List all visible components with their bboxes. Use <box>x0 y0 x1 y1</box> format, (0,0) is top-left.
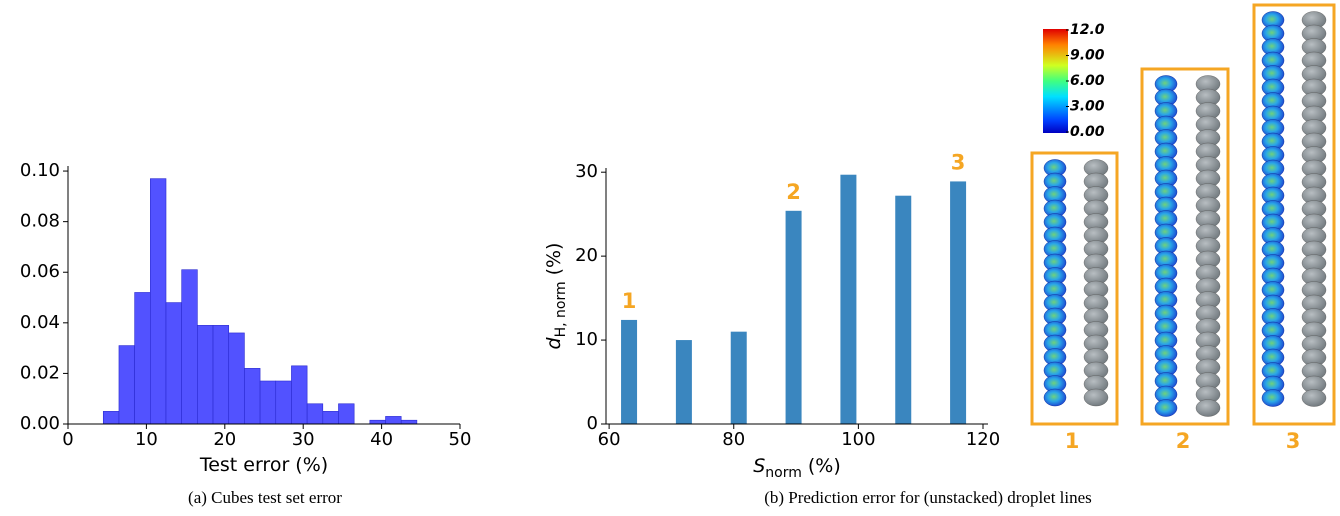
histogram-bar <box>103 411 119 424</box>
histogram-bar <box>291 366 307 424</box>
droplet-grey <box>1196 400 1220 417</box>
histogram-bar <box>135 292 151 424</box>
panel-label: 2 <box>1176 429 1191 453</box>
x-tick-label: 100 <box>841 429 875 450</box>
histogram-bar <box>260 381 276 424</box>
colorbar-tick-label: 12.0 <box>1070 22 1105 38</box>
unit: (%) <box>543 243 565 276</box>
y-tick-label: 0.08 <box>20 211 60 232</box>
colorbar-tick-label: 3.00 <box>1070 99 1105 115</box>
annotation: 1 <box>622 289 637 313</box>
unit: (%) <box>808 455 841 477</box>
histogram-bar <box>338 404 354 424</box>
symbol: S <box>753 455 765 477</box>
x-tick-label: 60 <box>598 429 621 450</box>
histogram-bar <box>213 325 229 424</box>
y-tick-label: 0.02 <box>20 362 60 383</box>
bar <box>621 320 637 424</box>
droplet-grey <box>1084 389 1108 406</box>
x-tick-label: 30 <box>292 429 315 450</box>
y-tick-label: 30 <box>575 161 598 182</box>
symbol: d <box>543 336 565 349</box>
colorbar <box>1043 29 1068 133</box>
droplet <box>1262 390 1284 407</box>
colorbar-tick-label: 0.00 <box>1070 124 1105 140</box>
x-tick-label: 20 <box>213 429 236 450</box>
axis-label: Snorm (%) <box>753 455 841 481</box>
annotation: 2 <box>786 180 801 204</box>
droplet-grey <box>1302 390 1326 407</box>
histogram-bar <box>370 420 386 424</box>
histogram-bar <box>150 179 166 424</box>
bar <box>840 175 856 424</box>
x-tick-label: 50 <box>449 429 472 450</box>
x-tick-label: 0 <box>62 429 73 450</box>
subscript: norm <box>765 465 802 481</box>
subscript: H, norm <box>553 281 569 337</box>
droplet-renders: 12.0 9.00 6.00 3.00 0.00 1 2 3 <box>1032 5 1334 453</box>
x-axis-label: Test error (%) <box>199 454 328 476</box>
histogram-bar <box>229 333 245 424</box>
colorbar-tick-label: 6.00 <box>1070 73 1105 89</box>
bar <box>731 332 747 424</box>
histogram-bar <box>197 325 213 424</box>
axis-label: dH, norm (%) <box>543 243 569 350</box>
histogram-bar <box>119 346 135 424</box>
histogram-bar <box>244 368 260 424</box>
x-tick-label: 40 <box>370 429 393 450</box>
y-tick-label: 0.10 <box>20 160 60 181</box>
histogram-bar <box>182 270 198 424</box>
y-tick-label: 0 <box>587 413 598 434</box>
histogram-bar <box>386 416 402 424</box>
caption: (b) Prediction error for (unstacked) dro… <box>764 488 1092 507</box>
y-tick-label: 20 <box>575 245 598 266</box>
bar <box>895 196 911 424</box>
bar <box>786 211 802 424</box>
y-tick-label: 0.06 <box>20 261 60 282</box>
y-tick-label: 10 <box>575 329 598 350</box>
histogram-bar <box>323 411 339 424</box>
droplet <box>1044 389 1066 406</box>
panel-label: 3 <box>1286 429 1301 453</box>
caption: (a) Cubes test set error <box>188 488 342 507</box>
histogram-bar <box>401 420 417 424</box>
bar <box>676 340 692 424</box>
y-tick-label: 0.04 <box>20 312 60 333</box>
histogram-bar <box>307 404 323 424</box>
panel-label: 1 <box>1065 429 1080 453</box>
x-tick-label: 10 <box>135 429 158 450</box>
y-tick-label: 0.00 <box>20 413 60 434</box>
bar <box>950 181 966 424</box>
colorbar-tick-label: 9.00 <box>1070 48 1105 64</box>
x-tick-label: 80 <box>722 429 745 450</box>
figure: 12.0 9.00 6.00 3.00 0.00 1 2 3 0.00 0.02 0.04 0.06… <box>0 0 1340 516</box>
histogram-bar <box>166 303 182 424</box>
x-tick-label: 120 <box>966 429 1000 450</box>
droplet <box>1155 400 1177 417</box>
histogram-bar <box>276 381 292 424</box>
annotation: 3 <box>951 150 966 174</box>
